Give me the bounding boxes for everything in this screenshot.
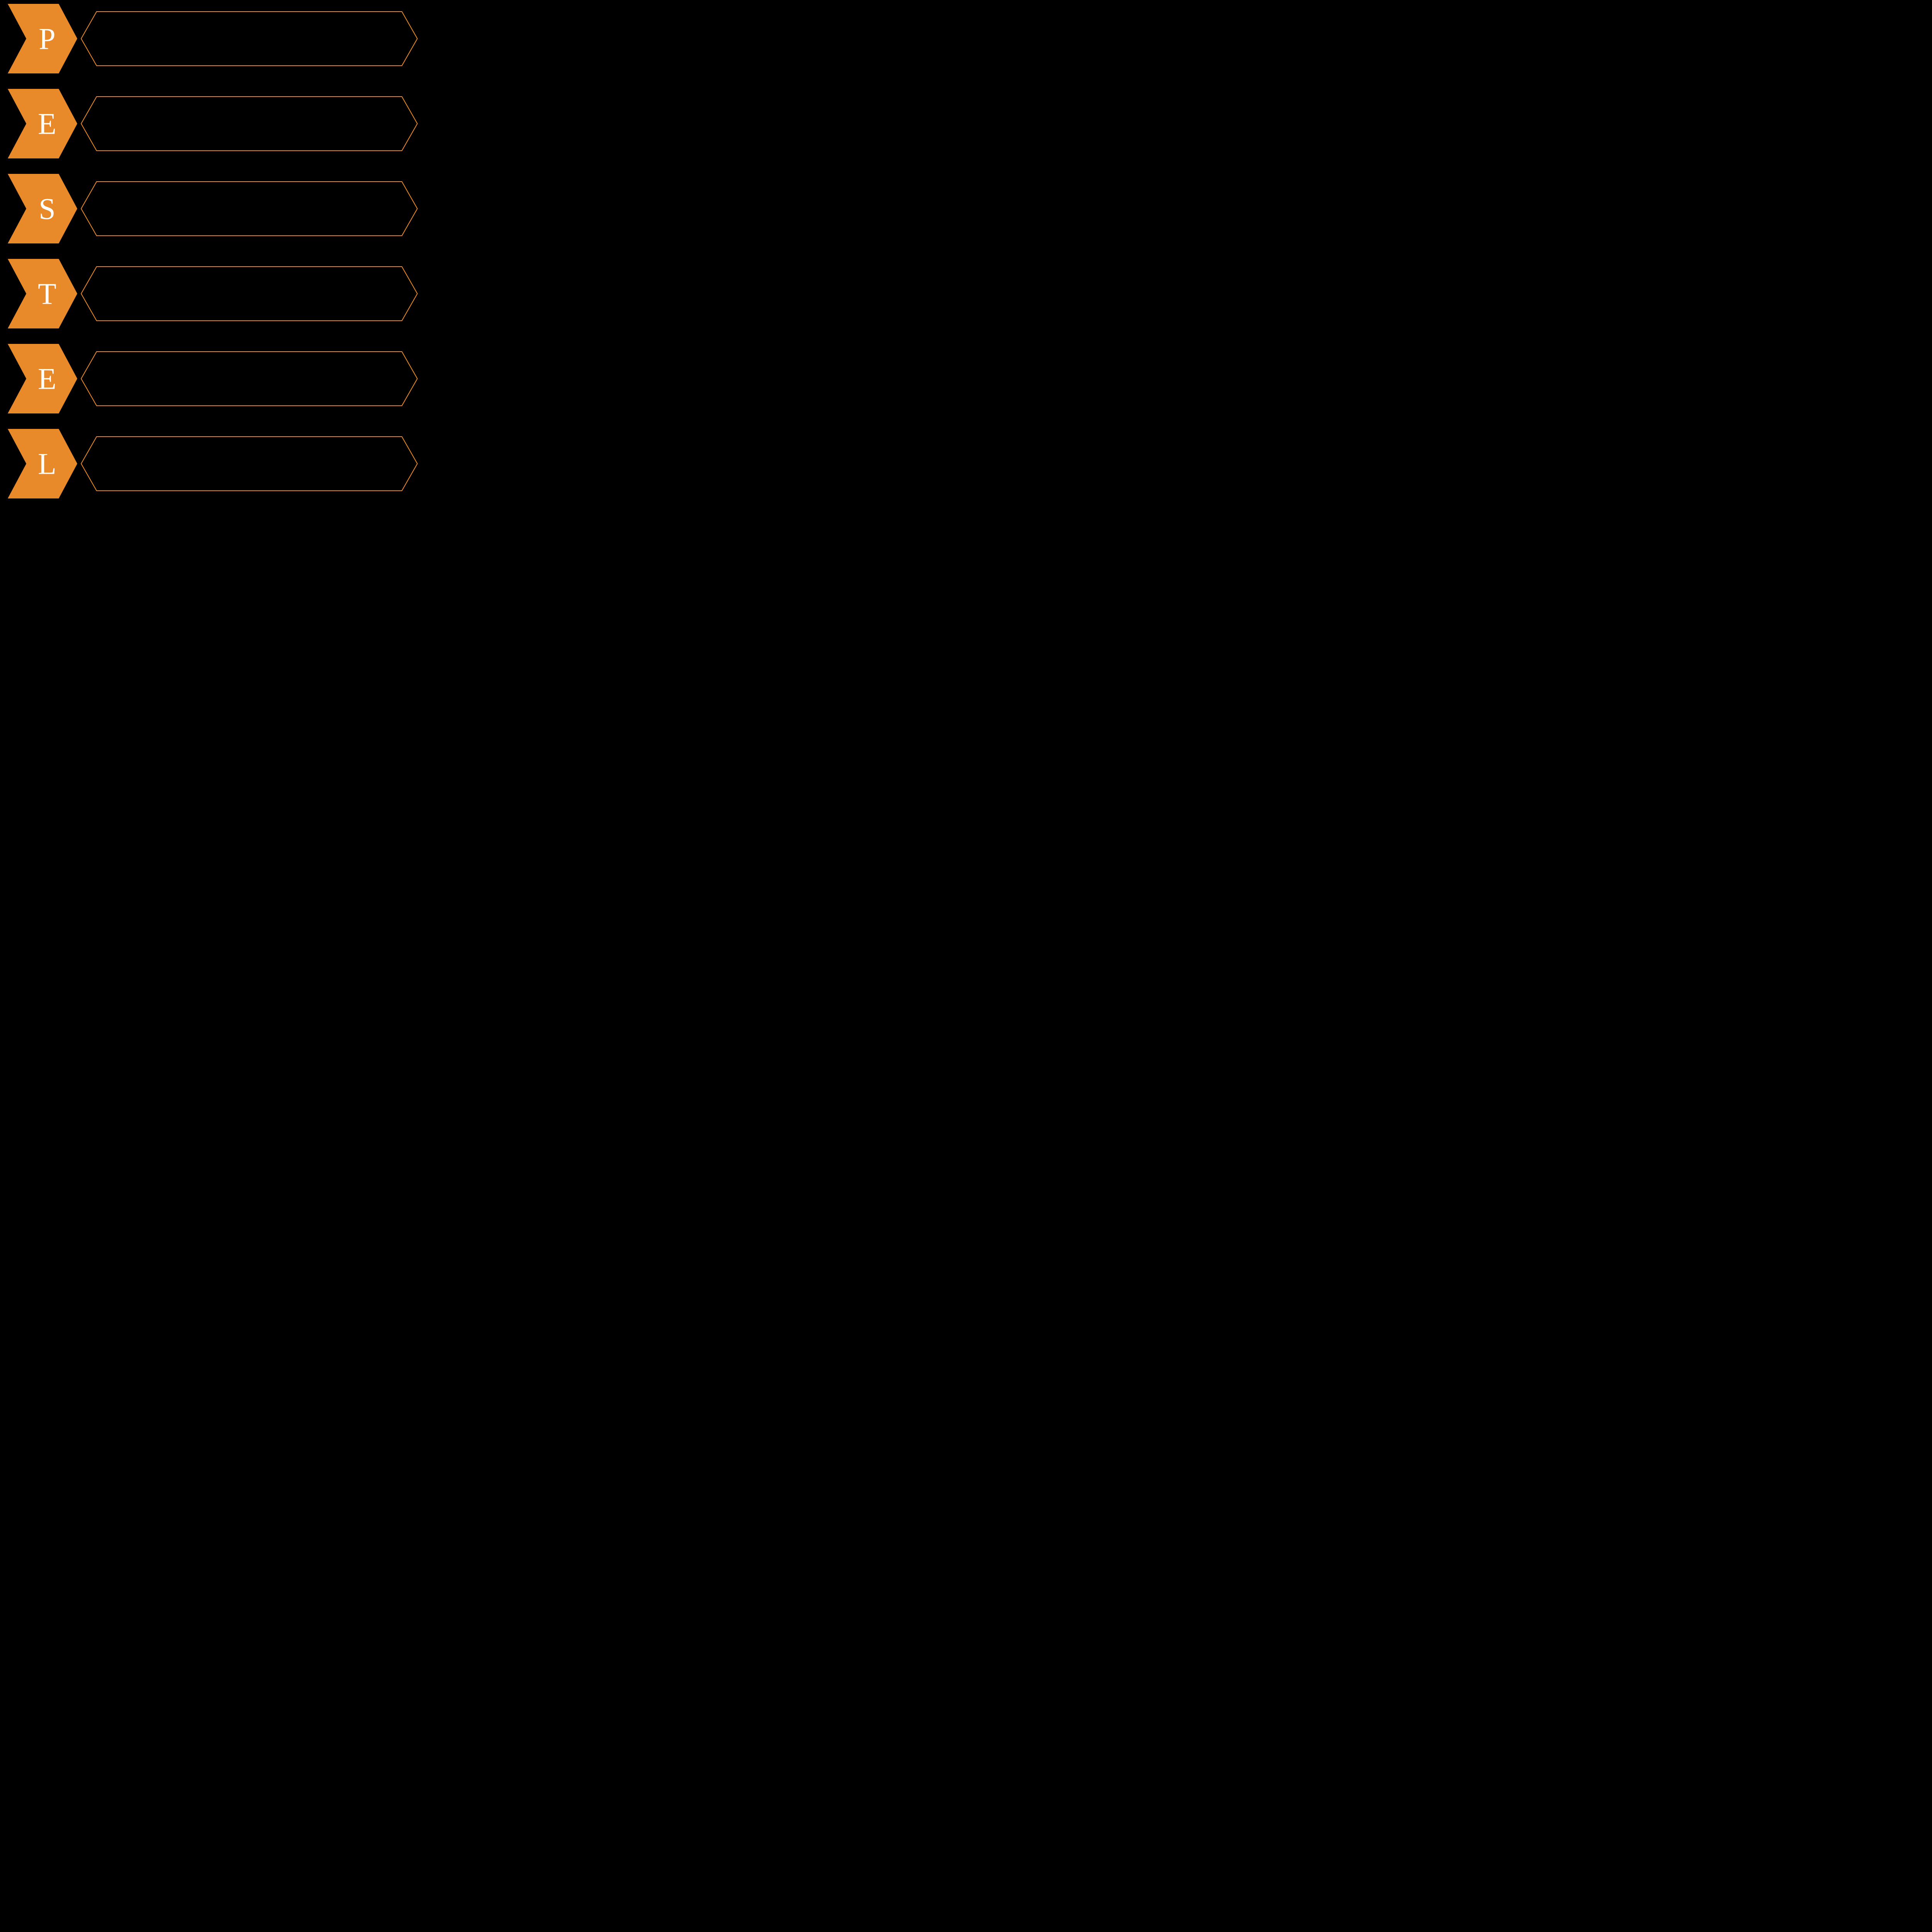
row-banner-outline <box>81 182 417 236</box>
pestel-row-s-2: S <box>8 174 417 243</box>
row-letter: L <box>38 447 56 481</box>
row-letter: E <box>38 362 56 396</box>
row-banner-outline <box>81 267 417 321</box>
row-letter: T <box>38 277 56 311</box>
pestel-row-t-3: T <box>8 259 417 328</box>
row-banner-outline <box>81 437 417 491</box>
row-letter: S <box>39 192 55 226</box>
row-banner-outline <box>81 97 417 151</box>
pestel-row-l-5: L <box>8 429 417 498</box>
pestel-row-e-1: E <box>8 89 417 158</box>
row-banner-outline <box>81 352 417 406</box>
row-letter: E <box>38 107 56 141</box>
pestel-row-e-4: E <box>8 344 417 413</box>
pestel-diagram: P E S T E L <box>0 0 427 512</box>
row-banner-outline <box>81 12 417 66</box>
pestel-row-p-0: P <box>8 4 417 73</box>
row-letter: P <box>39 22 55 56</box>
